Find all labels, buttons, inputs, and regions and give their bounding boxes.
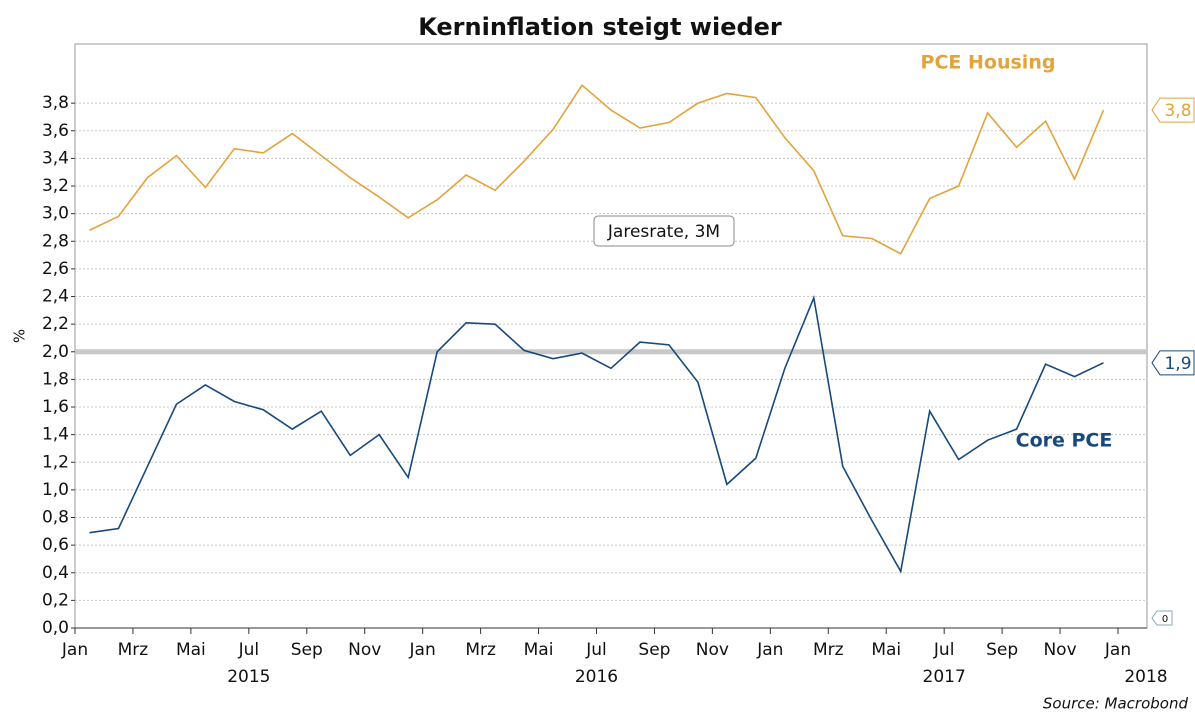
x-tick-label: Nov (696, 640, 729, 660)
year-label: 2016 (575, 667, 618, 687)
chart-title: Kerninflation steigt wieder (418, 13, 782, 41)
y-tick-label: 0,8 (42, 508, 69, 528)
y-tick-label: 3,4 (42, 148, 69, 168)
x-tick-label: Mrz (118, 640, 149, 660)
y-tick-label: 0,0 (42, 618, 69, 638)
legend-label: PCE Housing (921, 52, 1056, 74)
year-label: 2018 (1124, 667, 1167, 687)
y-tick-label: 1,8 (42, 369, 69, 389)
end-label-box (1151, 350, 1195, 376)
y-tick-label: 3,0 (42, 204, 69, 224)
x-tick-label: Mai (871, 640, 901, 660)
y-tick-label: 3,2 (42, 176, 69, 196)
y-tick-label: 3,6 (42, 121, 69, 141)
y-tick-label: 1,4 (42, 425, 69, 445)
x-tick-label: Nov (348, 640, 381, 660)
legend-label: Core PCE (1016, 430, 1113, 452)
y-tick-label: 2,0 (42, 342, 69, 362)
y-tick-label: 0,6 (42, 535, 69, 555)
source: Source: Macrobond (1043, 695, 1189, 713)
x-tick-label: Jan (1104, 640, 1131, 660)
y2-marker-label: 0 (1162, 614, 1168, 625)
end-label-box (1151, 97, 1195, 123)
annotation-box (593, 215, 735, 247)
x-tick-label: Jul (933, 640, 955, 660)
x-tick-label: Jan (756, 640, 783, 660)
x-tick-label: Mai (524, 640, 554, 660)
x-tick-label: Sep (986, 640, 1018, 660)
y-tick-label: 1,0 (42, 480, 69, 500)
year-label: 2017 (923, 667, 966, 687)
y-tick-label: 2,6 (42, 259, 69, 279)
x-tick-label: Mai (176, 640, 206, 660)
x-tick-label: Jul (238, 640, 260, 660)
x-tick-label: Mrz (465, 640, 496, 660)
y2-marker-box (1151, 610, 1173, 626)
y-tick-label: 1,6 (42, 397, 69, 417)
y-tick-label: 3,8 (42, 93, 69, 113)
x-tick-label: Sep (638, 640, 670, 660)
y-tick-label: 0,2 (42, 590, 69, 610)
y-tick-label: 2,8 (42, 231, 69, 251)
y-tick-label: 2,2 (42, 314, 69, 334)
x-tick-label: Sep (291, 640, 323, 660)
series-line (89, 84, 1105, 255)
x-tick-label: Jul (585, 640, 607, 660)
end-label: 3,8 (1164, 101, 1191, 121)
end-label: 1,9 (1164, 354, 1191, 374)
x-tick-label: Mrz (813, 640, 844, 660)
y-tick-label: 1,2 (42, 452, 69, 472)
year-label: 2015 (227, 667, 270, 687)
y-tick-label: 2,4 (42, 287, 69, 307)
plot-frame (74, 43, 1148, 629)
x-tick-label: Jan (61, 640, 88, 660)
x-tick-label: Jan (409, 640, 436, 660)
series-line (89, 295, 1104, 574)
y-axis-label: % (11, 329, 29, 343)
annotation: Jaresrate, 3M (607, 222, 720, 242)
y-tick-label: 0,4 (42, 563, 69, 583)
x-tick-label: Nov (1043, 640, 1076, 660)
